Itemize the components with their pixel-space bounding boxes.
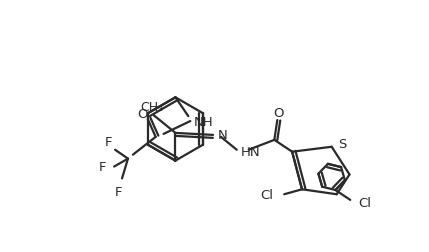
Text: CH₃: CH₃ — [140, 100, 163, 113]
Text: S: S — [338, 138, 347, 151]
Text: O: O — [273, 106, 284, 119]
Text: F: F — [114, 185, 122, 198]
Text: F: F — [104, 136, 112, 149]
Text: HN: HN — [241, 146, 260, 159]
Text: N: N — [218, 129, 228, 142]
Text: O: O — [138, 107, 148, 120]
Text: NH: NH — [194, 115, 214, 128]
Text: Cl: Cl — [358, 197, 371, 209]
Text: Cl: Cl — [260, 188, 273, 201]
Text: F: F — [99, 161, 106, 173]
